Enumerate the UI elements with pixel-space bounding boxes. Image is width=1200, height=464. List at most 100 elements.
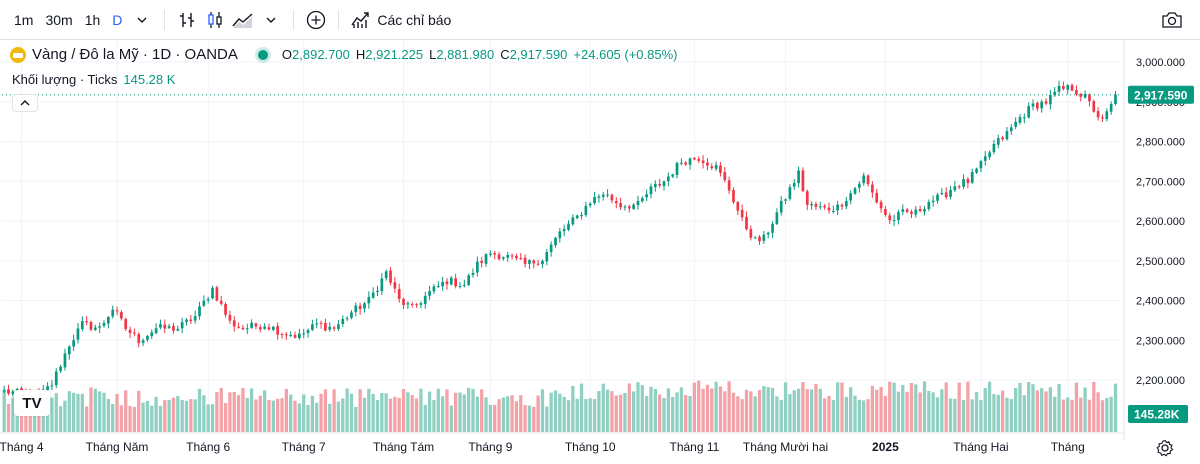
- collapse-legend-button[interactable]: [12, 94, 38, 112]
- volume-bar: [137, 390, 141, 432]
- chart-grid: [2, 40, 1122, 432]
- market-open-icon: [257, 49, 268, 60]
- candle-body: [423, 295, 427, 304]
- volume-bar: [11, 397, 15, 432]
- camera-icon[interactable]: [1160, 8, 1184, 32]
- volume-bar: [592, 399, 597, 432]
- volume-bar: [315, 402, 319, 432]
- volume-bar: [1009, 398, 1013, 432]
- candle-body: [1105, 111, 1109, 120]
- candle-body: [1092, 101, 1096, 112]
- volume-bar: [1000, 390, 1005, 432]
- compare-plus-icon[interactable]: [302, 6, 330, 34]
- y-tick-label: 2,500.000: [1136, 256, 1185, 268]
- candle-body: [554, 237, 557, 246]
- volume-bar: [645, 395, 649, 432]
- volume-bar: [510, 395, 514, 432]
- candle-body: [905, 209, 909, 213]
- volume-bar: [714, 381, 718, 432]
- symbol-title[interactable]: Vàng / Đô la Mỹ · 1D · OANDA: [32, 46, 238, 63]
- interval-d-button[interactable]: D: [112, 11, 123, 28]
- candle-body: [667, 176, 670, 182]
- candle-body: [1049, 94, 1052, 105]
- candlestick-chart-icon[interactable]: [201, 6, 229, 34]
- price-axis: 3,000.0002,900.0002,800.0002,700.0002,60…: [1123, 40, 1194, 440]
- candle-body: [363, 303, 366, 309]
- candle-body: [258, 327, 262, 330]
- candle-body: [311, 324, 314, 330]
- bar-chart-icon[interactable]: [173, 6, 201, 34]
- candle-body: [831, 210, 835, 212]
- candle-body: [1014, 121, 1017, 127]
- candle-body: [818, 206, 822, 208]
- candle-body: [133, 332, 136, 334]
- volume-label[interactable]: Khối lượng · Ticks: [12, 72, 118, 87]
- volume-bar: [19, 402, 24, 432]
- volume-bar: [167, 399, 171, 432]
- volume-bar: [445, 389, 449, 432]
- candle-body: [271, 326, 275, 330]
- area-chart-icon[interactable]: [229, 6, 257, 34]
- candle-body: [1018, 117, 1022, 123]
- volume-bar: [987, 381, 992, 432]
- x-tick-label: Tháng 4: [0, 440, 44, 454]
- candle-body: [185, 319, 188, 323]
- volume-bar: [1031, 384, 1035, 432]
- candle-body: [593, 196, 596, 204]
- volume-bar: [249, 388, 254, 432]
- volume-bar: [935, 397, 940, 432]
- volume-bar: [453, 392, 458, 432]
- chevron-down-icon[interactable]: [257, 6, 285, 34]
- volume-bar: [623, 392, 627, 432]
- toolbar-divider: [338, 9, 340, 30]
- high-key: H: [355, 47, 366, 62]
- candle-body: [467, 275, 471, 286]
- candle-body: [89, 322, 93, 330]
- volume-bar: [102, 392, 106, 432]
- candle-body: [701, 160, 705, 164]
- y-tick-label: 2,600.000: [1136, 216, 1185, 228]
- volume-bar: [653, 388, 657, 432]
- volume-bar: [870, 385, 875, 432]
- candle-body: [766, 232, 770, 235]
- tradingview-logo[interactable]: TV: [14, 390, 50, 416]
- volume-bar: [666, 388, 671, 432]
- volume-bar: [1053, 396, 1057, 432]
- volume-bar: [744, 389, 749, 432]
- candle-body: [284, 334, 288, 336]
- candle-body: [345, 318, 349, 320]
- volume-bar: [1066, 397, 1070, 432]
- volume-bar: [297, 403, 302, 432]
- candle-body: [936, 194, 939, 201]
- candle-body: [805, 191, 809, 205]
- volume-bar: [132, 406, 137, 432]
- volume-bar: [1083, 387, 1087, 432]
- candle-body: [59, 366, 62, 372]
- candle-body: [528, 260, 531, 264]
- volume-bar: [961, 399, 966, 432]
- candle-body: [910, 211, 913, 214]
- candle-body: [619, 203, 622, 208]
- volume-bar: [388, 398, 393, 432]
- interval-30m-button[interactable]: 30m: [45, 11, 73, 28]
- volume-bar: [527, 405, 532, 432]
- candle-body: [710, 166, 714, 169]
- candle-body: [2, 389, 6, 392]
- volume-bar: [796, 388, 801, 432]
- interval-1h-button[interactable]: 1h: [84, 11, 101, 28]
- chevron-down-icon[interactable]: [128, 6, 156, 34]
- volume-bar: [601, 383, 605, 432]
- volume-bar: [992, 394, 996, 432]
- candle-body: [849, 193, 853, 201]
- candle-body: [449, 277, 453, 285]
- interval-1m-button[interactable]: 1m: [14, 11, 34, 28]
- volume-bar: [818, 388, 822, 432]
- x-tick-label: Tháng: [1051, 440, 1085, 454]
- volume-bar: [501, 397, 506, 432]
- x-tick-label: Tháng 10: [565, 440, 616, 454]
- gear-icon[interactable]: [1156, 439, 1174, 457]
- volume-bar: [254, 399, 258, 432]
- indicators-button[interactable]: Các chỉ báo: [347, 11, 455, 29]
- volume-bars: [2, 380, 1118, 432]
